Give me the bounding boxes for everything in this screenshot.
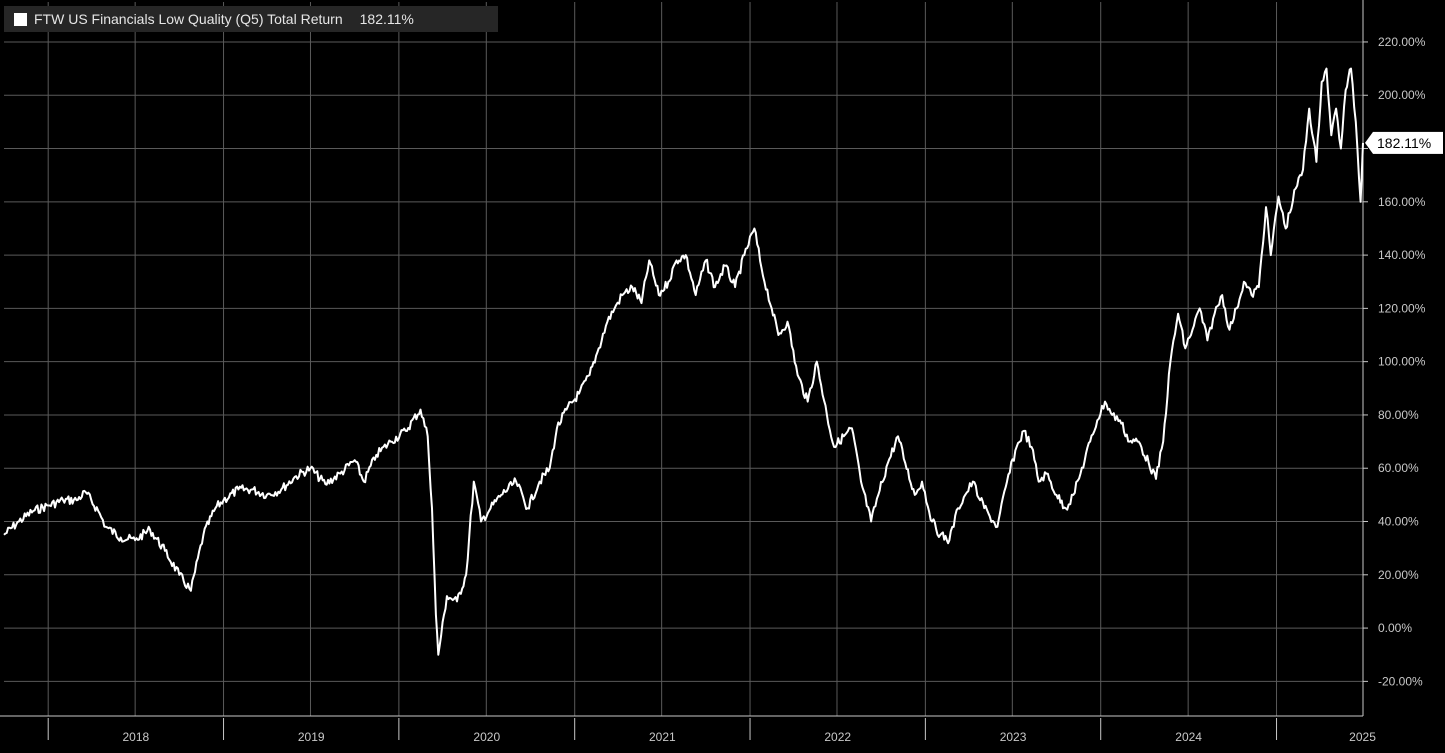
legend-swatch: [14, 12, 27, 26]
last-value-label: 182.11%: [1377, 135, 1431, 151]
y-tick-label: 120.00%: [1378, 301, 1426, 315]
x-tick-label: 2021: [649, 730, 676, 744]
y-tick-label: 100.00%: [1378, 355, 1426, 369]
y-axis: -20.00% 0.00% 20.00% 40.00% 60.00% 80.00% 100.…: [1362, 0, 1426, 716]
y-tick-label: 80.00%: [1378, 408, 1419, 422]
x-axis-band: [0, 718, 1445, 753]
x-tick-label: 2019: [298, 730, 325, 744]
legend: FTW US Financials Low Quality (Q5) Total…: [4, 6, 498, 32]
y-tick-label: 140.00%: [1378, 248, 1426, 262]
grid-lines: [4, 2, 1363, 716]
x-tick-label: 2022: [824, 730, 851, 744]
y-tick-label: 20.00%: [1378, 568, 1419, 582]
last-value-box: [1373, 131, 1443, 154]
y-tick-label: -20.00%: [1378, 674, 1423, 688]
y-tick-label: 200.00%: [1378, 88, 1426, 102]
y-tick-label: 0.00%: [1378, 621, 1412, 635]
series-line: [3, 67, 1364, 656]
y-tick-label: 220.00%: [1378, 35, 1426, 49]
legend-series-value: 182.11%: [359, 11, 414, 27]
y-tick-label: 60.00%: [1378, 461, 1419, 475]
series-layer: [3, 67, 1364, 656]
x-tick-label: 2024: [1175, 730, 1202, 744]
x-tick-label: 2025: [1349, 730, 1376, 744]
legend-series-name: FTW US Financials Low Quality (Q5) Total…: [34, 11, 343, 27]
x-axis: 2018 2019 2020 2021 2022 2023 2024 2025: [0, 715, 1445, 753]
last-value-marker: 182.11%: [1365, 131, 1443, 154]
x-tick-label: 2018: [123, 730, 150, 744]
y-tick-label: 40.00%: [1378, 515, 1419, 529]
x-tick-label: 2023: [1000, 730, 1027, 744]
x-tick-label: 2020: [473, 730, 500, 744]
last-value-pointer: [1365, 131, 1373, 154]
y-tick-label: 160.00%: [1378, 195, 1426, 209]
